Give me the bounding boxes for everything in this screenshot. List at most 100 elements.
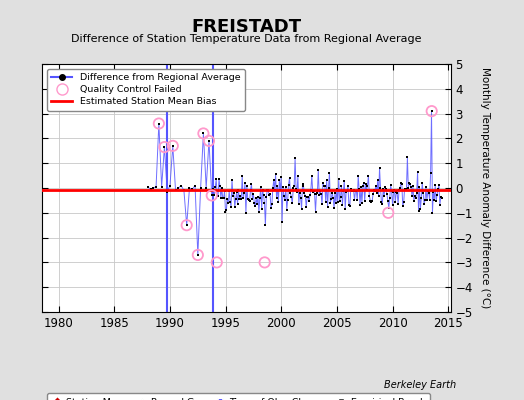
Point — [308, 172, 316, 179]
Point — [202, 185, 210, 191]
Point — [334, 199, 342, 205]
Point — [146, 186, 155, 192]
Point — [268, 201, 276, 208]
Point — [346, 185, 355, 192]
Point — [324, 185, 333, 191]
Point — [208, 192, 216, 199]
Point — [247, 181, 256, 187]
Point — [278, 219, 286, 225]
Point — [231, 204, 239, 210]
Point — [333, 186, 341, 192]
Point — [233, 201, 242, 208]
Point — [267, 204, 275, 211]
Point — [177, 182, 185, 189]
Point — [285, 181, 293, 188]
Point — [356, 202, 364, 208]
Point — [286, 174, 294, 181]
Point — [227, 204, 235, 210]
Point — [358, 200, 366, 206]
Point — [390, 187, 399, 193]
Point — [320, 183, 328, 190]
Point — [259, 192, 268, 198]
Point — [438, 195, 446, 201]
Point — [191, 182, 199, 189]
Point — [163, 188, 171, 195]
Point — [394, 201, 402, 208]
Point — [428, 108, 436, 114]
Point — [307, 186, 315, 193]
Point — [155, 120, 163, 127]
Point — [368, 198, 376, 204]
Point — [245, 198, 254, 204]
Point — [262, 194, 270, 200]
Point — [350, 187, 358, 194]
Point — [421, 197, 429, 204]
Point — [346, 203, 354, 209]
Point — [275, 177, 283, 183]
Point — [236, 193, 245, 200]
Point — [335, 198, 344, 204]
Point — [287, 194, 296, 200]
Point — [155, 120, 163, 127]
Point — [260, 259, 269, 266]
Point — [304, 194, 312, 200]
Point — [249, 190, 257, 197]
Point — [277, 174, 286, 180]
Point — [361, 198, 369, 204]
Point — [434, 186, 442, 192]
Point — [343, 188, 351, 194]
Point — [314, 167, 322, 174]
Point — [402, 186, 411, 192]
Point — [244, 196, 252, 202]
Point — [400, 186, 409, 192]
Point — [383, 191, 391, 197]
Point — [433, 191, 441, 198]
Point — [323, 204, 332, 210]
Point — [429, 188, 438, 195]
Point — [369, 191, 377, 198]
Point — [216, 195, 225, 201]
Point — [309, 189, 317, 195]
Point — [194, 252, 202, 258]
Point — [160, 144, 169, 150]
Point — [257, 184, 265, 190]
Point — [305, 192, 314, 198]
Point — [169, 143, 177, 149]
Point — [347, 188, 356, 194]
Point — [377, 198, 386, 205]
Point — [220, 195, 228, 201]
Y-axis label: Monthly Temperature Anomaly Difference (°C): Monthly Temperature Anomaly Difference (… — [479, 67, 489, 309]
Point — [269, 177, 278, 183]
Point — [325, 170, 334, 176]
Point — [364, 172, 373, 179]
Point — [435, 182, 443, 188]
Point — [381, 184, 389, 190]
Point — [378, 200, 387, 207]
Point — [251, 203, 259, 209]
Point — [409, 183, 417, 190]
Point — [182, 222, 191, 228]
Point — [336, 193, 345, 200]
Point — [342, 188, 351, 195]
Point — [419, 190, 428, 196]
Point — [348, 188, 357, 194]
Point — [217, 185, 226, 192]
Point — [213, 192, 221, 199]
Point — [385, 204, 393, 211]
Point — [428, 108, 436, 114]
Point — [199, 130, 208, 137]
Point — [243, 183, 251, 189]
Point — [152, 184, 160, 190]
Point — [299, 183, 308, 189]
Point — [232, 196, 240, 202]
Point — [331, 190, 339, 196]
Point — [208, 192, 216, 199]
Text: FREISTADT: FREISTADT — [191, 18, 301, 36]
Point — [351, 188, 359, 194]
Point — [226, 199, 234, 205]
Point — [260, 200, 269, 206]
Point — [263, 187, 271, 194]
Point — [391, 199, 399, 205]
Point — [282, 207, 291, 213]
Point — [234, 187, 243, 193]
